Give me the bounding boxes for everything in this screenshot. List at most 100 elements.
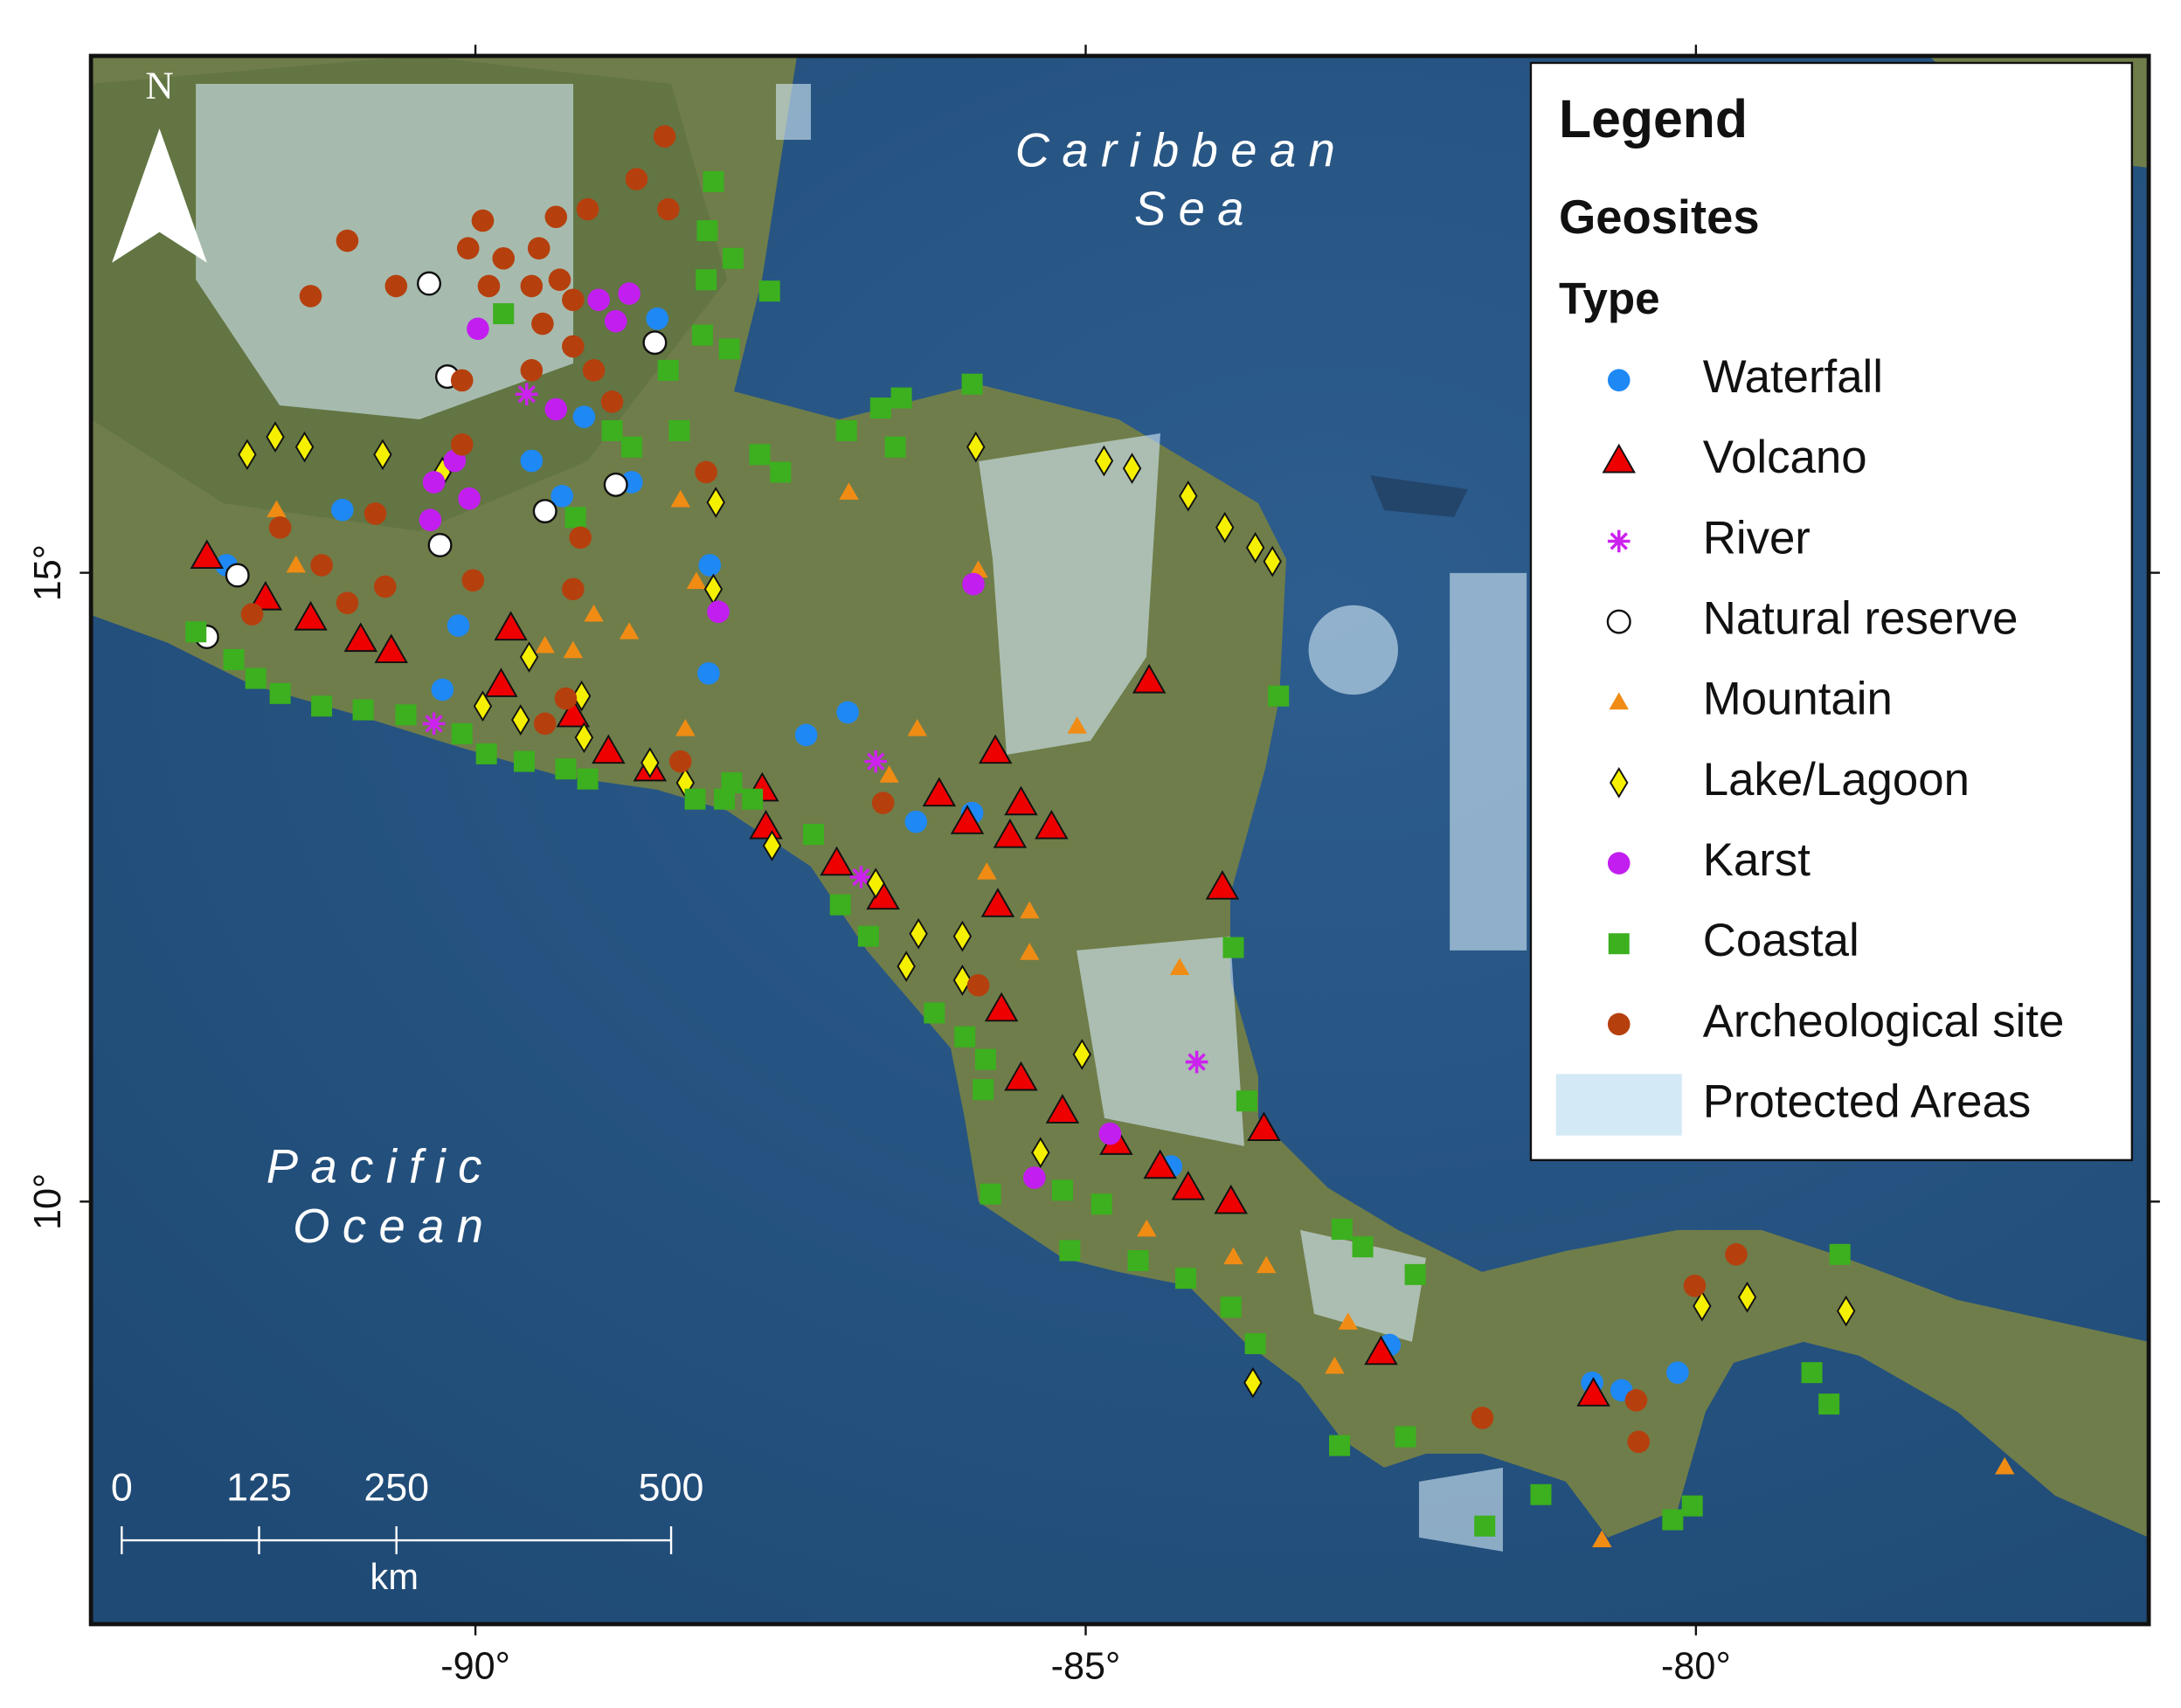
marker xyxy=(670,489,690,508)
marker xyxy=(1067,716,1087,734)
marker xyxy=(1338,1312,1358,1330)
marker xyxy=(311,695,333,717)
marker xyxy=(1035,809,1069,840)
marker xyxy=(721,772,743,794)
marker xyxy=(494,611,528,641)
marker xyxy=(1607,1013,1631,1036)
marker xyxy=(544,398,568,421)
marker xyxy=(864,750,888,773)
marker xyxy=(839,482,859,500)
marker xyxy=(450,432,474,456)
marker xyxy=(977,862,997,880)
x-tick-label: -90° xyxy=(440,1646,510,1688)
marker xyxy=(1725,1243,1748,1266)
marker xyxy=(1737,1281,1757,1313)
marker xyxy=(556,697,591,728)
legend-label: River xyxy=(1703,512,1811,564)
marker xyxy=(601,419,623,441)
marker xyxy=(974,1048,996,1070)
marker xyxy=(966,973,990,997)
marker xyxy=(477,274,501,298)
marker xyxy=(600,391,624,413)
marker xyxy=(1610,767,1629,799)
marker xyxy=(1004,785,1038,816)
marker xyxy=(966,431,986,463)
legend: Legend Geosites Type Waterfall Volcano Riv… xyxy=(1529,61,2134,1162)
marker xyxy=(373,439,392,471)
marker xyxy=(343,622,378,653)
marker xyxy=(1175,1268,1197,1290)
marker xyxy=(698,554,722,577)
marker xyxy=(544,205,568,229)
marker xyxy=(1592,1530,1612,1547)
marker xyxy=(268,515,292,539)
scale-bar-label: 250 xyxy=(364,1465,429,1509)
marker xyxy=(980,1183,1001,1205)
marker xyxy=(922,777,957,807)
marker xyxy=(1801,1362,1823,1384)
marker xyxy=(461,569,485,592)
marker xyxy=(1247,1111,1281,1142)
marker xyxy=(1072,1039,1092,1070)
marker xyxy=(450,369,474,392)
marker xyxy=(467,317,489,341)
marker xyxy=(299,285,322,308)
marker xyxy=(619,622,640,640)
marker xyxy=(473,690,493,723)
marker xyxy=(223,648,245,670)
marker xyxy=(562,335,585,358)
marker xyxy=(533,712,557,736)
marker xyxy=(1094,445,1114,477)
legend-label: Archeological site xyxy=(1703,995,2065,1047)
geosites xyxy=(185,125,2015,1547)
marker xyxy=(352,699,374,721)
marker xyxy=(857,925,879,947)
scale-bar-label: 0 xyxy=(111,1465,133,1509)
marker xyxy=(1268,685,1290,707)
scale-bar-unit: km xyxy=(370,1556,419,1597)
marker xyxy=(1530,1483,1552,1505)
marker xyxy=(1045,1094,1080,1124)
marker xyxy=(336,229,359,252)
ocean-label: Ocean xyxy=(293,1200,495,1253)
marker xyxy=(625,168,648,190)
marker xyxy=(1404,1263,1426,1285)
marker xyxy=(471,209,495,232)
marker xyxy=(707,600,730,624)
marker xyxy=(1236,1090,1257,1112)
marker xyxy=(835,419,857,441)
marker xyxy=(513,750,535,772)
marker xyxy=(422,712,446,736)
marker xyxy=(374,633,408,664)
marker xyxy=(225,563,250,588)
marker xyxy=(1683,1274,1707,1297)
marker xyxy=(642,330,668,356)
north-label: N xyxy=(145,64,173,107)
marker xyxy=(520,359,544,382)
marker xyxy=(618,282,640,305)
x-tick-label: -80° xyxy=(1661,1646,1731,1688)
marker xyxy=(620,436,642,458)
marker xyxy=(1325,1356,1345,1374)
marker xyxy=(984,992,1019,1022)
scale-bar-label: 125 xyxy=(226,1465,292,1509)
marker xyxy=(269,682,291,704)
marker xyxy=(574,722,594,754)
marker xyxy=(1609,692,1629,710)
marker xyxy=(950,805,985,834)
marker xyxy=(1220,1297,1242,1318)
legend-label: Waterfall xyxy=(1703,351,1883,403)
marker xyxy=(493,303,515,325)
marker xyxy=(492,246,516,270)
marker xyxy=(1098,1122,1122,1145)
marker xyxy=(395,704,417,726)
marker xyxy=(527,237,550,260)
marker xyxy=(519,641,539,673)
marker xyxy=(668,750,692,773)
legend-swatch xyxy=(1555,1074,1682,1136)
marker xyxy=(1995,1456,2015,1475)
marker xyxy=(1693,1290,1712,1322)
marker xyxy=(422,471,446,494)
marker xyxy=(419,508,442,531)
marker xyxy=(511,704,530,736)
